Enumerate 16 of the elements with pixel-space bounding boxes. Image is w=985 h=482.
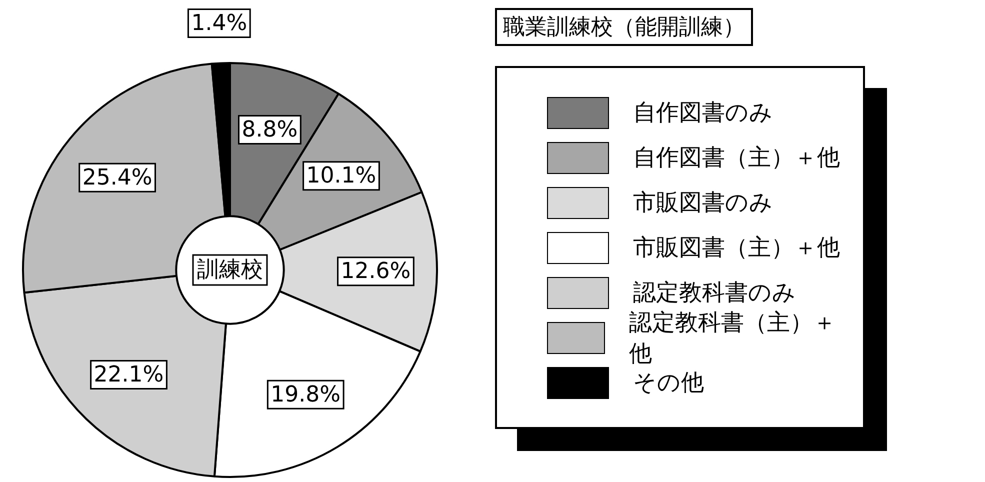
legend-label: 市販図書のみ: [633, 189, 773, 218]
data-label: 25.4%: [82, 165, 152, 190]
chart-title: 職業訓練校（能開訓練）: [495, 8, 753, 46]
text: 訓練校: [197, 258, 263, 283]
data-label: 10.1%: [306, 164, 376, 189]
data-label: 19.8%: [270, 382, 341, 408]
legend-label: 認定教科書（主）＋他: [628, 308, 837, 368]
legend-label: その他: [633, 369, 704, 398]
legend-label: 認定教科書のみ: [633, 279, 796, 308]
data-label: 22.1%: [94, 362, 164, 388]
legend-label: 自作図書のみ: [633, 99, 773, 128]
legend-label: 市販図書（主）＋他: [633, 234, 840, 263]
data-label: 1.4%: [191, 10, 248, 36]
data-label: 8.8%: [242, 118, 298, 142]
legend-label: 自作図書（主）＋他: [633, 144, 840, 173]
data-label: 12.6%: [340, 259, 411, 284]
